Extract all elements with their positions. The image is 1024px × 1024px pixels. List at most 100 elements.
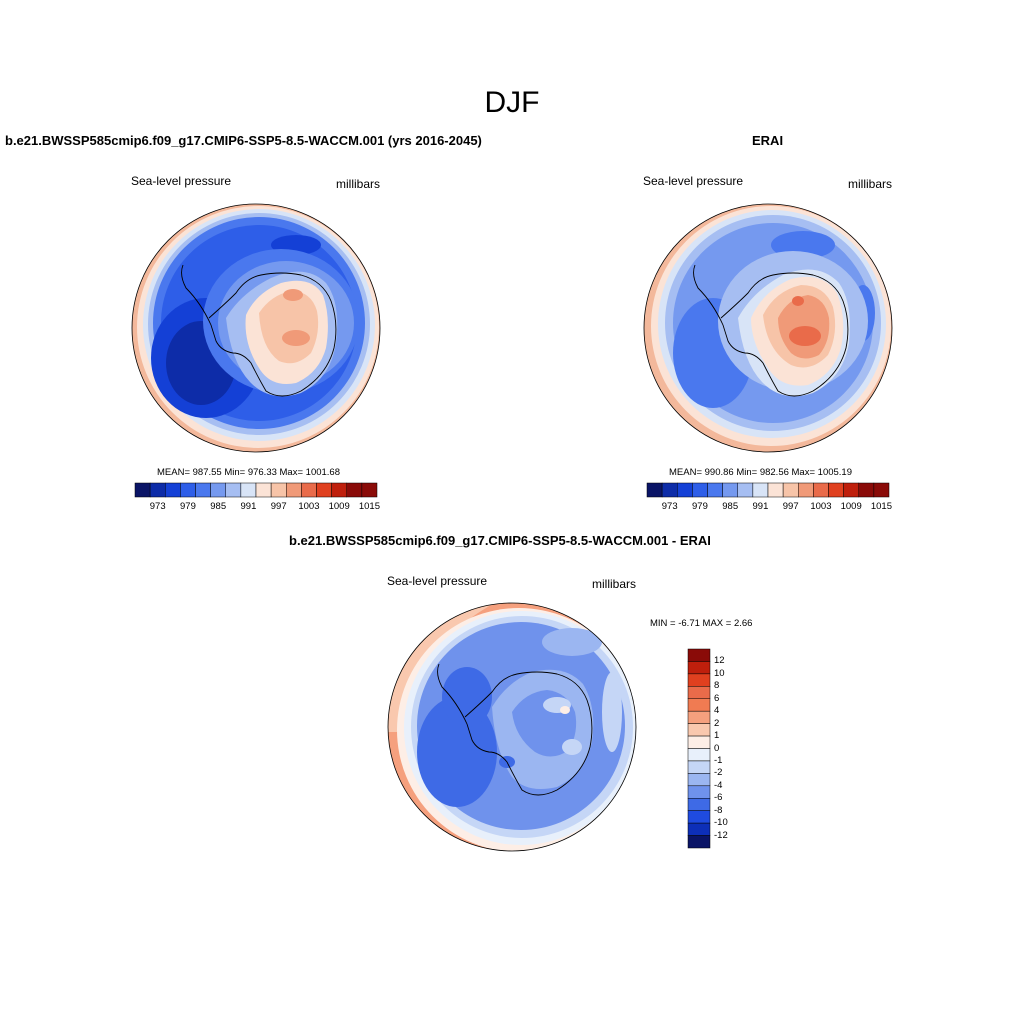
colorbar-tick-label: 991: [752, 501, 769, 512]
colorbar-swatch: [722, 482, 738, 498]
colorbar-tick-label: -6: [714, 792, 723, 804]
colorbar-tick-label: 973: [149, 501, 166, 512]
colorbar-swatch: [687, 735, 711, 749]
colorbar-swatch: [843, 482, 859, 498]
colorbar-swatch: [767, 482, 784, 498]
colorbar-tick-label: 1015: [358, 501, 380, 512]
diff-units-label: millibars: [592, 577, 637, 591]
colorbar-tick-label: 1003: [298, 501, 320, 512]
colorbar-swatch: [255, 482, 272, 498]
colorbar-swatch: [687, 822, 711, 836]
colorbar-swatch: [687, 698, 711, 712]
colorbar-tick-label: 1009: [328, 501, 350, 512]
diff-colorbar-tick-labels: 12 10 8 6 4 2 1 0 -1 -2 -4 -6 -8 -10 -12: [714, 649, 744, 848]
colorbar-tick-label: 973: [661, 501, 678, 512]
colorbar-tick-label: 1015: [870, 501, 892, 512]
colorbar-swatch: [270, 482, 287, 498]
colorbar-swatch: [301, 482, 317, 498]
obs-colorbar: [646, 482, 890, 498]
model-units-label: millibars: [336, 177, 381, 191]
colorbar-swatch: [687, 810, 711, 824]
model-stats: MEAN= 987.55 Min= 976.33 Max= 1001.68: [157, 467, 340, 478]
colorbar-swatch: [149, 482, 166, 498]
colorbar-swatch: [687, 673, 711, 687]
colorbar-tick-label: 4: [714, 705, 720, 717]
colorbar-tick-label: -1: [714, 754, 723, 766]
colorbar-swatch: [661, 482, 678, 498]
colorbar-swatch: [134, 482, 151, 498]
colorbar-swatch: [692, 482, 708, 498]
obs-stats: MEAN= 990.86 Min= 982.56 Max= 1005.19: [669, 467, 852, 478]
colorbar-swatch: [687, 760, 711, 774]
obs-variable-label: Sea-level pressure: [643, 174, 744, 188]
diff-stats: MIN = -6.71 MAX = 2.66: [650, 618, 753, 629]
colorbar-swatch: [707, 482, 723, 498]
colorbar-swatch: [316, 482, 332, 498]
colorbar-swatch: [687, 686, 711, 699]
colorbar-tick-label: 991: [240, 501, 257, 512]
colorbar-swatch: [687, 835, 711, 849]
obs-colorbar-tick-labels: 973 979 985 991 997 1003 1009 1015: [647, 501, 892, 513]
colorbar-tick-label: 979: [180, 501, 196, 512]
colorbar-swatch: [687, 661, 711, 675]
colorbar-swatch: [646, 482, 663, 498]
colorbar-swatch: [873, 482, 890, 498]
colorbar-swatch: [165, 482, 181, 498]
obs-polar-map: [643, 203, 893, 453]
colorbar-tick-label: 12: [714, 655, 725, 667]
colorbar-swatch: [798, 482, 814, 498]
diff-panel-title: b.e21.BWSSP585cmip6.f09_g17.CMIP6-SSP5-8…: [289, 533, 711, 548]
colorbar-swatch: [782, 482, 799, 498]
model-colorbar: [134, 482, 378, 498]
diff-polar-map: [387, 602, 637, 852]
model-colorbar-tick-labels: 973 979 985 991 997 1003 1009 1015: [135, 501, 380, 513]
colorbar-swatch: [331, 482, 347, 498]
colorbar-tick-label: 985: [210, 501, 227, 512]
colorbar-tick-label: 8: [714, 680, 720, 692]
colorbar-swatch: [346, 482, 363, 498]
colorbar-tick-label: -12: [714, 829, 728, 841]
colorbar-tick-label: 1003: [810, 501, 832, 512]
figure-title: DJF: [484, 86, 540, 119]
colorbar-swatch: [687, 710, 711, 724]
model-panel-title: b.e21.BWSSP585cmip6.f09_g17.CMIP6-SSP5-8…: [5, 133, 482, 148]
colorbar-swatch: [210, 482, 226, 498]
colorbar-swatch: [677, 482, 693, 498]
colorbar-tick-label: 1: [714, 730, 720, 742]
colorbar-swatch: [240, 482, 257, 498]
colorbar-swatch: [828, 482, 844, 498]
colorbar-swatch: [687, 798, 711, 811]
colorbar-swatch: [858, 482, 875, 498]
obs-panel-title: ERAI: [752, 133, 784, 148]
colorbar-tick-label: 2: [714, 717, 720, 729]
colorbar-tick-label: 6: [714, 692, 720, 704]
colorbar-tick-label: 997: [782, 501, 799, 512]
colorbar-tick-label: 0: [714, 742, 720, 754]
colorbar-swatch: [813, 482, 829, 498]
obs-units-label: millibars: [848, 177, 893, 191]
colorbar-tick-label: -10: [714, 817, 728, 829]
colorbar-swatch: [687, 748, 711, 762]
colorbar-tick-label: -8: [714, 804, 723, 816]
diff-colorbar: [687, 648, 711, 849]
diff-variable-label: Sea-level pressure: [387, 574, 488, 588]
colorbar-tick-label: 10: [714, 667, 725, 679]
colorbar-tick-label: -2: [714, 767, 723, 779]
colorbar-swatch: [687, 773, 711, 787]
colorbar-swatch: [286, 482, 302, 498]
colorbar-tick-label: 985: [722, 501, 739, 512]
colorbar-tick-label: 1009: [840, 501, 862, 512]
colorbar-swatch: [195, 482, 211, 498]
model-polar-map: [131, 203, 381, 453]
colorbar-swatch: [687, 648, 711, 662]
colorbar-tick-label: 997: [270, 501, 287, 512]
colorbar-swatch: [687, 785, 711, 799]
colorbar-tick-label: 979: [692, 501, 708, 512]
colorbar-swatch: [225, 482, 242, 498]
colorbar-swatch: [737, 482, 754, 498]
model-variable-label: Sea-level pressure: [131, 174, 232, 188]
colorbar-swatch: [361, 482, 378, 498]
colorbar-tick-label: -4: [714, 779, 723, 791]
colorbar-swatch: [180, 482, 196, 498]
colorbar-swatch: [752, 482, 769, 498]
